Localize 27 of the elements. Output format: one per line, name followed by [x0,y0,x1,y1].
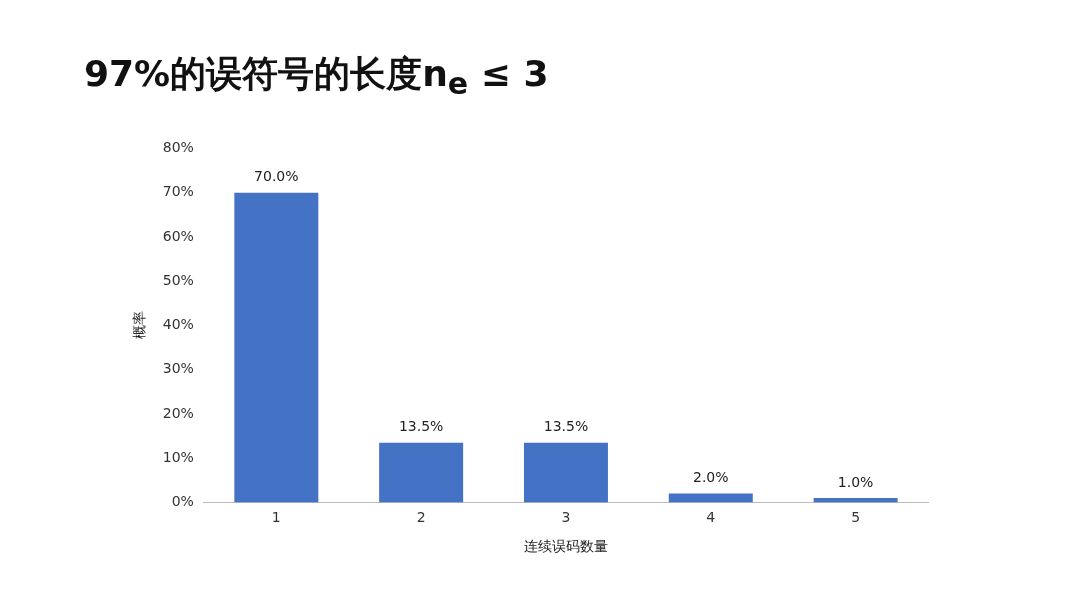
y-tick-label: 10% [162,448,194,465]
x-tick-label: 2 [416,509,426,526]
data-label: 13.5% [398,418,444,435]
x-tick-label: 3 [561,509,571,526]
y-tick-label: 60% [162,227,194,244]
chart-title: 97%的误符号的长度n$_{e}$ ≤ 3 [84,52,549,102]
data-label: 1.0% [837,473,874,490]
y-tick-label: 70% [162,183,194,200]
y-tick-label: 80% [162,139,194,156]
y-tick-label: 0% [171,493,194,510]
bar [379,442,464,503]
data-label: 2.0% [692,469,729,486]
x-tick-label: 4 [706,509,716,526]
bar [234,192,319,503]
y-tick-label: 40% [162,316,194,333]
x-axis-title: 连续误码数量 [523,538,608,555]
y-tick-label: 20% [162,404,194,421]
bar [523,442,608,503]
bar [813,497,898,503]
bar [668,493,753,503]
y-axis-title: 概率 [131,311,148,340]
data-label: 13.5% [543,418,589,435]
y-tick-label: 30% [162,360,194,377]
data-label: 70.0% [254,168,299,185]
y-tick-label: 50% [162,271,194,288]
x-tick-label: 5 [851,509,861,526]
x-tick-label: 1 [271,509,281,526]
